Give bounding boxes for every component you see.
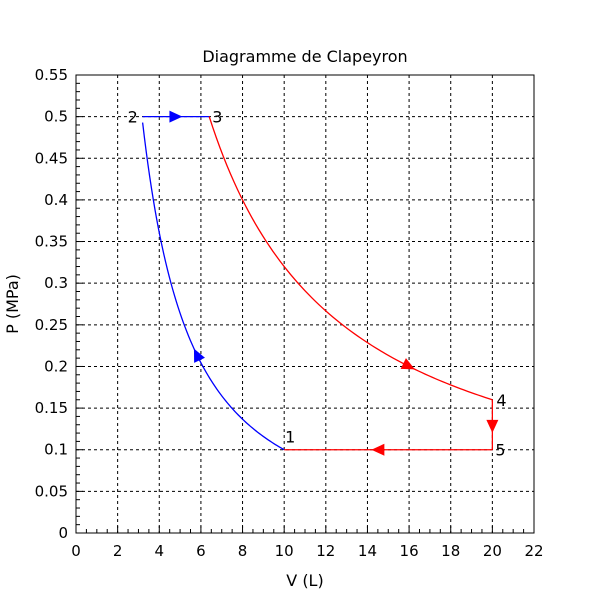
- x-tick-label: 12: [316, 542, 335, 560]
- point-label-1: 1: [285, 428, 295, 447]
- x-tick-label: 20: [483, 542, 502, 560]
- arrow-isochore-4-5: [486, 419, 499, 433]
- arrow-isobar-5-1: [371, 443, 385, 456]
- x-tick-label: 0: [71, 542, 81, 560]
- ticks: 0 2 4 6 8 10 12 14 16 18 20 2200.050.10.150.20.250.…: [35, 66, 544, 560]
- series-expansion-3-4: [208, 116, 493, 401]
- y-tick-label: 0.4: [44, 191, 68, 209]
- y-axis-title: P (MPa): [3, 274, 22, 334]
- arrow-isobar-2-3: [169, 110, 183, 123]
- point-label-5: 5: [495, 441, 505, 460]
- x-tick-label: 14: [358, 542, 377, 560]
- series-compression-1-2: [141, 122, 285, 451]
- arrow-compression-1-2: [193, 348, 205, 363]
- x-tick-label: 10: [275, 542, 294, 560]
- x-tick-label: 2: [113, 542, 123, 560]
- y-tick-label: 0.45: [35, 149, 68, 167]
- x-tick-label: 16: [400, 542, 419, 560]
- chart-title: Diagramme de Clapeyron: [202, 47, 407, 66]
- y-tick-label: 0.1: [44, 441, 68, 459]
- x-tick-label: 8: [238, 542, 248, 560]
- point-label-3: 3: [212, 108, 222, 127]
- x-tick-label: 4: [154, 542, 164, 560]
- y-tick-label: 0: [58, 524, 68, 542]
- x-axis-title: V (L): [286, 571, 323, 590]
- y-tick-label: 0.15: [35, 399, 68, 417]
- y-tick-label: 0.25: [35, 316, 68, 334]
- y-tick-label: 0.3: [44, 274, 68, 292]
- grid: [76, 75, 534, 533]
- point-label-2: 2: [128, 108, 138, 127]
- x-tick-label: 18: [441, 542, 460, 560]
- y-tick-label: 0.55: [35, 66, 68, 84]
- y-tick-label: 0.5: [44, 108, 68, 126]
- x-tick-label: 22: [524, 542, 543, 560]
- x-tick-label: 6: [196, 542, 206, 560]
- y-tick-label: 0.2: [44, 357, 68, 375]
- point-labels: 1 2 3 4 5: [128, 108, 507, 460]
- arrow-expansion-3-4: [400, 358, 415, 370]
- series-group: [141, 110, 499, 456]
- y-tick-label: 0.05: [35, 482, 68, 500]
- y-tick-label: 0.35: [35, 233, 68, 251]
- point-label-4: 4: [496, 391, 506, 410]
